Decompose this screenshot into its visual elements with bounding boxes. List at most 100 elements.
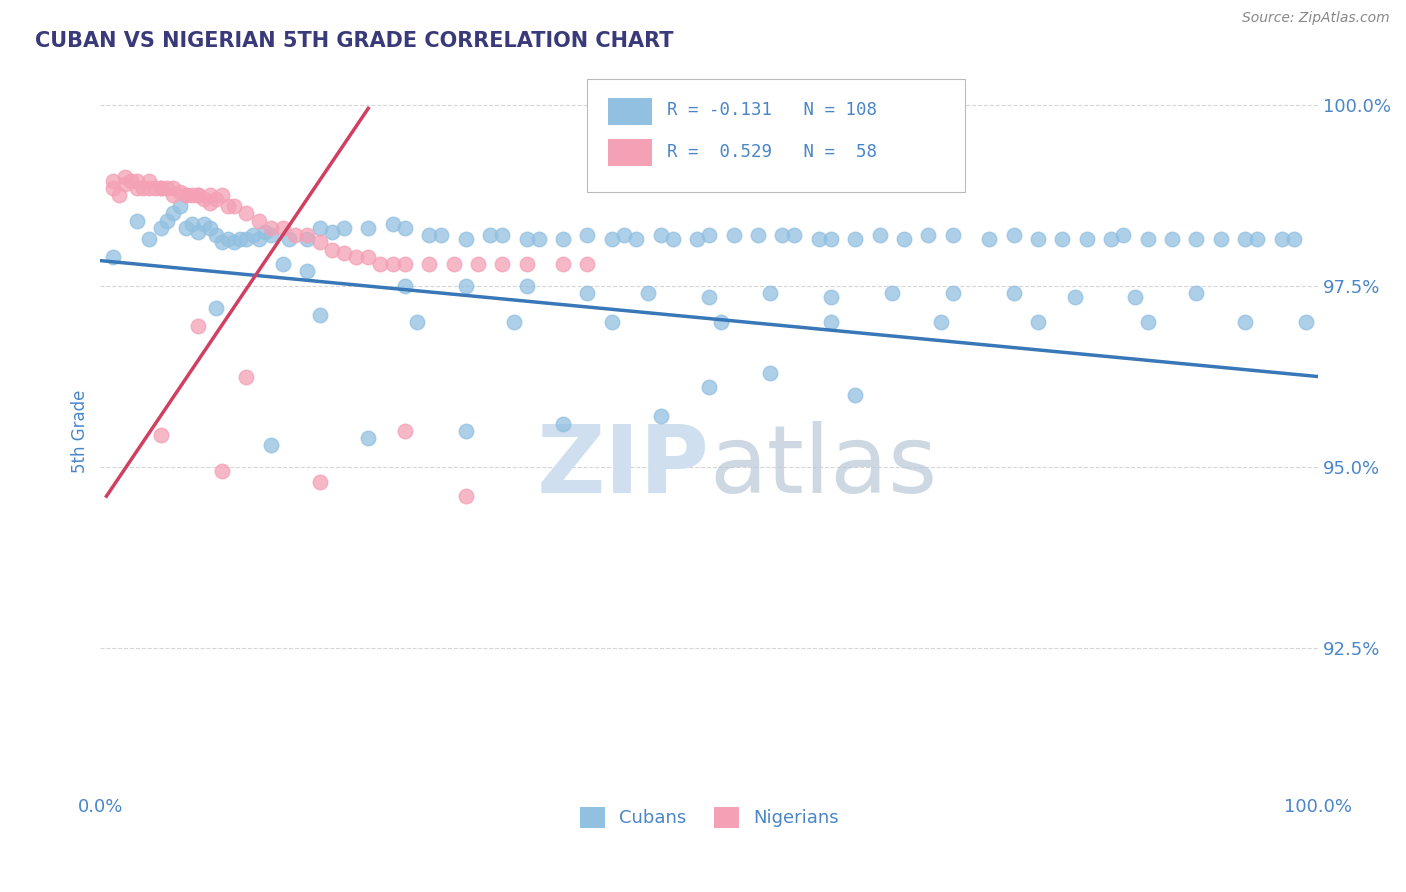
Point — [516, 279, 538, 293]
Point — [156, 181, 179, 195]
Point — [211, 235, 233, 250]
Point — [193, 218, 215, 232]
Point — [1282, 232, 1305, 246]
Point — [162, 181, 184, 195]
Point — [516, 232, 538, 246]
Point — [297, 228, 319, 243]
Point — [235, 369, 257, 384]
Point — [321, 243, 343, 257]
Point — [169, 185, 191, 199]
Point — [820, 315, 842, 329]
Point — [308, 221, 330, 235]
Point — [1246, 232, 1268, 246]
Point — [1002, 286, 1025, 301]
Point — [278, 232, 301, 246]
Point — [205, 301, 228, 315]
Point — [1125, 290, 1147, 304]
Text: R = -0.131   N = 108: R = -0.131 N = 108 — [666, 101, 876, 119]
Point — [217, 232, 239, 246]
Point — [150, 427, 173, 442]
Point — [308, 308, 330, 322]
Point — [467, 257, 489, 271]
Point — [271, 221, 294, 235]
Point — [174, 221, 197, 235]
Point — [443, 257, 465, 271]
Point — [686, 232, 709, 246]
Point — [235, 206, 257, 220]
Point — [600, 232, 623, 246]
Point — [308, 235, 330, 250]
Point — [553, 257, 575, 271]
Point — [143, 181, 166, 195]
Point — [198, 195, 221, 210]
Point — [187, 188, 209, 202]
Point — [1209, 232, 1232, 246]
Point — [527, 232, 550, 246]
Point — [1002, 228, 1025, 243]
Point — [357, 221, 380, 235]
Point — [844, 387, 866, 401]
Point — [807, 232, 830, 246]
Point — [759, 286, 782, 301]
Point — [576, 228, 599, 243]
Point — [138, 232, 160, 246]
Point — [613, 228, 636, 243]
Legend: Cubans, Nigerians: Cubans, Nigerians — [572, 800, 846, 835]
Point — [125, 181, 148, 195]
Point — [242, 228, 264, 243]
Point — [101, 250, 124, 264]
Point — [1234, 232, 1257, 246]
Point — [783, 228, 806, 243]
Point — [174, 188, 197, 202]
FancyBboxPatch shape — [609, 97, 652, 125]
Point — [1063, 290, 1085, 304]
Point — [697, 380, 720, 394]
Point — [503, 315, 526, 329]
Point — [454, 279, 477, 293]
Point — [381, 257, 404, 271]
Point — [820, 290, 842, 304]
Point — [187, 188, 209, 202]
Point — [479, 228, 502, 243]
Point — [1271, 232, 1294, 246]
Point — [260, 438, 283, 452]
Point — [454, 424, 477, 438]
Point — [1136, 232, 1159, 246]
Point — [180, 218, 202, 232]
Point — [271, 257, 294, 271]
Point — [205, 228, 228, 243]
Point — [357, 250, 380, 264]
Point — [942, 286, 965, 301]
Point — [893, 232, 915, 246]
Point — [576, 286, 599, 301]
Point — [406, 315, 429, 329]
Point — [260, 221, 283, 235]
Point — [1295, 315, 1317, 329]
Point — [491, 228, 513, 243]
Point — [211, 464, 233, 478]
Point — [1136, 315, 1159, 329]
Point — [394, 221, 416, 235]
Point — [193, 192, 215, 206]
Point — [394, 257, 416, 271]
Point — [624, 232, 647, 246]
Point — [101, 174, 124, 188]
Point — [224, 199, 246, 213]
Point — [205, 192, 228, 206]
Point — [132, 181, 155, 195]
Point — [284, 228, 307, 243]
Point — [138, 174, 160, 188]
Point — [321, 225, 343, 239]
Point — [344, 250, 367, 264]
Point — [650, 228, 672, 243]
Point — [247, 213, 270, 227]
Point — [211, 188, 233, 202]
Point — [394, 424, 416, 438]
Point — [381, 218, 404, 232]
Point — [454, 232, 477, 246]
Point — [180, 188, 202, 202]
Point — [333, 221, 356, 235]
Text: R =  0.529   N =  58: R = 0.529 N = 58 — [666, 143, 876, 161]
Point — [697, 290, 720, 304]
Point — [770, 228, 793, 243]
